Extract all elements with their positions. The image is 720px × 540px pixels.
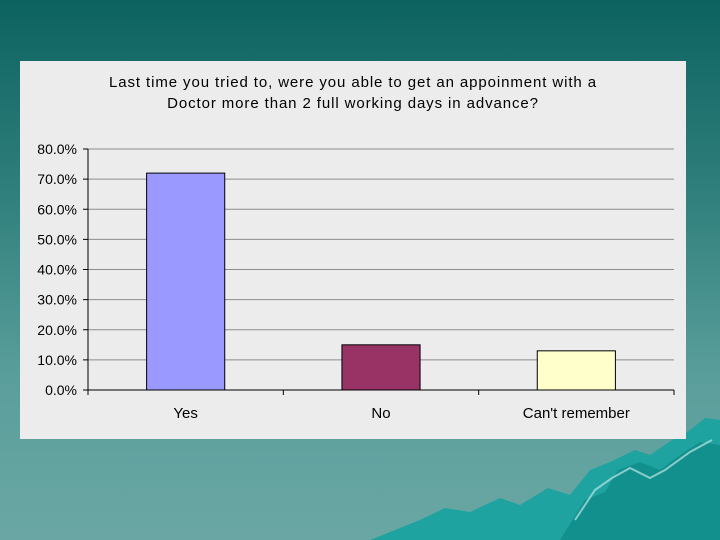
x-category-label: No [371, 405, 390, 422]
chart-title: Last time you tried to, were you able to… [109, 74, 597, 112]
bar-no [341, 344, 421, 391]
bar-yes [146, 172, 226, 391]
y-tick-label: 40.0% [37, 262, 77, 278]
y-tick-label: 50.0% [37, 231, 77, 247]
chart-panel: Last time you tried to, were you able to… [20, 61, 686, 439]
x-category-label: Can't remember [523, 405, 630, 422]
bar-chart: 0.0% 10.0% 20.0% 30.0% 40.0% 50.0% 60.0% 70.0% 8… [37, 141, 675, 422]
y-tick-label: 0.0% [45, 382, 77, 398]
x-category-label: Yes [173, 405, 197, 422]
y-tick-label: 80.0% [37, 141, 77, 157]
y-tick-label: 60.0% [37, 201, 77, 217]
mountain-shade [560, 442, 720, 540]
mountain-highlight [574, 439, 713, 521]
y-tick-label: 30.0% [37, 292, 77, 308]
y-tick-label: 70.0% [37, 171, 77, 187]
y-tick-label: 20.0% [37, 322, 77, 338]
labels: 0.0% 10.0% 20.0% 30.0% 40.0% 50.0% 60.0% 70.0% 8… [37, 141, 630, 422]
bar-can-t-remember [536, 350, 616, 391]
y-tick-label: 10.0% [37, 352, 77, 368]
bars [146, 172, 616, 391]
